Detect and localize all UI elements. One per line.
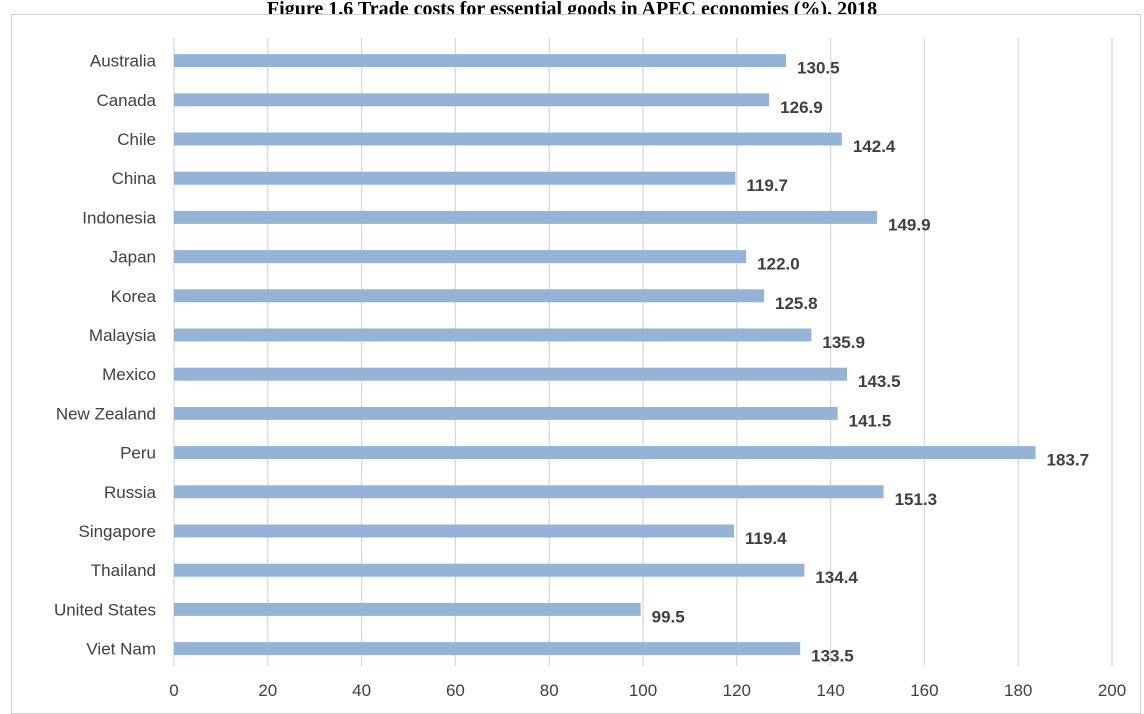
bars [174, 54, 1036, 656]
bar-australia [174, 54, 787, 68]
category-label: United States [54, 600, 156, 619]
data-label: 99.5 [652, 607, 685, 626]
data-label: 119.7 [746, 176, 788, 195]
category-label: Chile [117, 130, 156, 149]
data-label: 122.0 [757, 255, 800, 274]
data-label: 125.8 [775, 294, 818, 313]
bar-china [174, 171, 736, 185]
bar-korea [174, 289, 765, 303]
bar-united-states [174, 602, 641, 616]
category-label: Singapore [78, 522, 156, 541]
data-label: 183.7 [1047, 451, 1090, 470]
x-tick-label: 100 [629, 681, 657, 700]
x-tick-label: 80 [540, 681, 559, 700]
bar-malaysia [174, 328, 812, 342]
bar-thailand [174, 563, 805, 577]
data-label: 141.5 [849, 411, 892, 430]
x-tick-label: 200 [1098, 681, 1126, 700]
data-label: 130.5 [797, 59, 840, 78]
x-tick-label: 180 [1004, 681, 1032, 700]
bar-indonesia [174, 210, 878, 224]
data-label: 149.9 [888, 215, 931, 234]
category-label: Australia [90, 52, 157, 71]
category-label: China [112, 169, 157, 188]
category-label: Malaysia [89, 326, 157, 345]
category-label: Korea [111, 287, 157, 306]
bar-peru [174, 446, 1036, 460]
x-tick-label: 160 [910, 681, 938, 700]
bar-russia [174, 485, 884, 499]
category-label: Viet Nam [86, 640, 156, 659]
data-label: 133.5 [811, 647, 854, 666]
category-label: Japan [110, 248, 156, 267]
category-label: Mexico [102, 365, 156, 384]
data-label: 143.5 [858, 372, 901, 391]
category-label: Thailand [91, 561, 156, 580]
x-tick-label: 40 [352, 681, 371, 700]
category-label: Indonesia [82, 208, 156, 227]
bar-canada [174, 93, 770, 107]
data-label: 126.9 [780, 98, 823, 117]
category-label: Canada [96, 91, 156, 110]
bar-new-zealand [174, 406, 838, 420]
labels: 0 20 40 60 80 100 120 140 160 180 200 Australia 130.… [54, 52, 1126, 700]
category-label: Russia [104, 483, 157, 502]
x-tick-label: 120 [723, 681, 751, 700]
data-label: 134.4 [815, 568, 858, 587]
data-label: 142.4 [853, 137, 896, 156]
data-label: 151.3 [895, 490, 938, 509]
x-tick-label: 0 [169, 681, 178, 700]
data-label: 135.9 [822, 333, 865, 352]
x-tick-label: 60 [446, 681, 465, 700]
x-tick-label: 140 [816, 681, 844, 700]
x-tick-label: 20 [258, 681, 277, 700]
category-label: New Zealand [56, 404, 156, 423]
bar-japan [174, 250, 747, 264]
category-label: Peru [120, 444, 156, 463]
data-label: 119.4 [745, 529, 787, 548]
chart-area [11, 14, 1141, 714]
bar-singapore [174, 524, 734, 538]
bar-viet-nam [174, 642, 801, 656]
bar-mexico [174, 367, 848, 381]
bar-chile [174, 132, 842, 146]
